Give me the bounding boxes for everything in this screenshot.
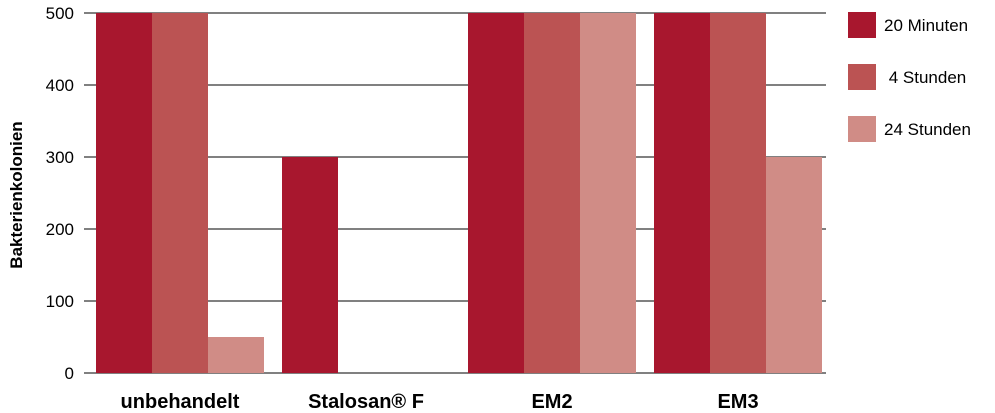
x-category-label: EM3 — [717, 391, 758, 413]
bar — [96, 13, 152, 373]
legend: 20 Minuten 4 Stunden 24 Stunden — [848, 12, 971, 142]
legend-item: 24 Stunden — [848, 116, 971, 142]
bar — [654, 13, 710, 373]
bar — [468, 13, 524, 373]
y-tick-label: 400 — [46, 76, 74, 95]
bar — [524, 13, 580, 373]
bar — [766, 157, 822, 373]
legend-label: 4 Stunden — [884, 68, 966, 87]
x-category-label: unbehandelt — [121, 391, 240, 413]
x-axis-categories: unbehandelt Stalosan® F EM2 EM3 — [121, 391, 759, 413]
bar — [580, 13, 636, 373]
y-tick-label: 300 — [46, 148, 74, 167]
bar — [282, 157, 338, 373]
bars — [96, 13, 822, 373]
legend-item: 20 Minuten — [848, 12, 968, 38]
y-axis-label: Bakterienkolonien — [7, 121, 26, 268]
y-tick-label: 200 — [46, 220, 74, 239]
legend-swatch — [848, 12, 876, 38]
bar — [710, 13, 766, 373]
legend-swatch — [848, 116, 876, 142]
legend-swatch — [848, 64, 876, 90]
bar — [152, 13, 208, 373]
legend-label: 20 Minuten — [884, 16, 968, 35]
y-tick-label: 500 — [46, 4, 74, 23]
x-category-label: EM2 — [531, 391, 572, 413]
x-category-label: Stalosan® F — [308, 391, 424, 413]
y-tick-label: 100 — [46, 292, 74, 311]
y-tick-label: 0 — [65, 364, 74, 383]
y-axis-ticks: 0 100 200 300 400 500 — [46, 4, 74, 383]
bar — [208, 337, 264, 373]
legend-item: 4 Stunden — [848, 64, 966, 90]
legend-label: 24 Stunden — [884, 120, 971, 139]
